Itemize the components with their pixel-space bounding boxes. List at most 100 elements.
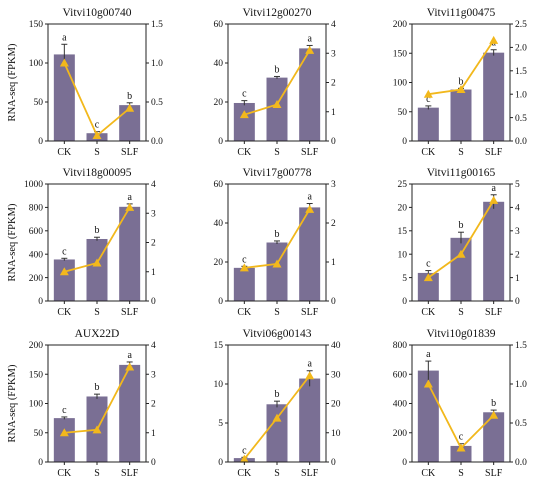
x-tick-label: S (274, 147, 280, 158)
y-tick-label: 50 (34, 429, 44, 439)
y2-tick-label: 0.0 (515, 137, 527, 147)
bar (266, 404, 288, 462)
line-marker (489, 35, 499, 44)
significance-label: c (242, 89, 247, 100)
x-tick-label: SLF (301, 307, 319, 318)
bar (53, 418, 75, 462)
bar (417, 107, 439, 141)
x-tick-label: S (94, 468, 100, 479)
significance-label: b (459, 76, 464, 87)
x-tick-label: SLF (121, 147, 139, 158)
y2-tick-label: 3 (515, 227, 520, 237)
y2-tick-label: 1.5 (515, 341, 527, 351)
line-marker (92, 425, 102, 434)
chart-title: Vitvi11g00165 (427, 167, 496, 179)
line-marker (489, 195, 499, 204)
y-tick-label: 150 (393, 49, 408, 59)
x-tick-label: SLF (121, 307, 139, 318)
y-tick-label: 0 (38, 297, 43, 307)
y-tick-label: 0 (402, 297, 407, 307)
line-marker (456, 249, 466, 258)
y-axis-label: RNA-seq (FPKM) (7, 43, 18, 121)
significance-label: b (95, 225, 100, 236)
x-tick-label: CK (421, 147, 436, 158)
bar (266, 77, 288, 141)
y-tick-label: 200 (393, 429, 408, 439)
significance-label: c (62, 405, 67, 416)
significance-label: b (95, 382, 100, 393)
y2-tick-label: 0 (331, 137, 336, 147)
y-axis-label: RNA-seq (FPKM) (7, 203, 18, 281)
line-marker (423, 379, 433, 388)
y-tick-label: 400 (393, 400, 408, 410)
chart-title: Vitvi10g01839 (427, 328, 496, 340)
line-marker (305, 45, 315, 54)
y-tick-label: 200 (29, 341, 44, 351)
y2-tick-label: 2 (515, 250, 520, 260)
significance-label: c (242, 445, 247, 456)
y2-tick-label: 40 (331, 341, 341, 351)
y-tick-label: 20 (398, 204, 408, 214)
chart-panel: Vitvi06g00143 c b a 0 5 10 15 0 10 20 30 40 CK S SLF (214, 328, 341, 479)
significance-label: a (307, 359, 312, 370)
x-tick-label: S (94, 307, 100, 318)
x-tick-label: SLF (301, 468, 319, 479)
y2-tick-label: 0.0 (515, 458, 527, 468)
significance-label: b (459, 220, 464, 231)
chart-panel: Vitvi12g00270 c b a 0 20 40 60 0 1 2 3 4 CK S SLF (214, 7, 337, 158)
bar (483, 412, 505, 462)
bar (299, 378, 321, 462)
y2-tick-label: 2 (331, 79, 336, 89)
line-marker (272, 259, 282, 268)
line-marker (239, 454, 249, 463)
bar (483, 52, 505, 141)
y2-tick-label: 3 (151, 370, 156, 380)
y-tick-label: 0 (218, 137, 223, 147)
line-marker (59, 267, 69, 276)
y2-tick-label: 2.5 (515, 20, 527, 30)
y2-tick-label: 4 (151, 341, 156, 351)
y-tick-label: 20 (214, 98, 224, 108)
y-tick-label: 200 (393, 20, 408, 30)
y2-tick-label: 2 (331, 219, 336, 229)
x-tick-label: CK (237, 468, 252, 479)
y-axis-label: RNA-seq (FPKM) (7, 364, 18, 442)
bar (450, 237, 472, 301)
significance-label: c (62, 246, 67, 257)
y2-tick-label: 1.0 (515, 380, 527, 390)
line-marker (125, 362, 135, 371)
significance-label: a (307, 33, 312, 44)
y-tick-label: 5 (218, 419, 223, 429)
x-tick-label: S (458, 147, 464, 158)
significance-label: b (491, 398, 496, 409)
bar (233, 102, 255, 141)
line-marker (272, 413, 282, 422)
y2-tick-label: 0 (515, 297, 520, 307)
y-tick-label: 50 (34, 98, 44, 108)
y2-tick-label: 2.0 (515, 44, 527, 54)
chart-panel: Vitvi17g00778 c b a 0 20 40 60 0 1 2 3 CK S SLF (214, 167, 337, 318)
y-tick-label: 600 (393, 370, 408, 380)
significance-label: c (242, 254, 247, 265)
chart-panel: Vitvi10g01839 a c b 0 200 400 600 800 0.0 0.5 1.0 1.… (393, 328, 527, 479)
bar (266, 242, 288, 301)
y2-tick-label: 1 (331, 258, 336, 268)
y2-tick-label: 1 (515, 274, 520, 284)
line-marker (423, 273, 433, 282)
y-tick-label: 150 (29, 20, 44, 30)
x-tick-label: S (94, 147, 100, 158)
significance-label: c (95, 120, 100, 131)
y-tick-label: 10 (214, 380, 224, 390)
x-tick-label: S (458, 468, 464, 479)
y-tick-label: 40 (214, 59, 224, 69)
bar (417, 272, 439, 301)
significance-label: a (127, 192, 132, 203)
y-tick-label: 50 (398, 108, 408, 118)
y-tick-label: 800 (393, 341, 408, 351)
line-marker (305, 204, 315, 213)
bar (86, 238, 108, 301)
bar (53, 259, 75, 301)
chart-title: Vitvi11g00475 (427, 7, 496, 19)
line-marker (489, 410, 499, 419)
